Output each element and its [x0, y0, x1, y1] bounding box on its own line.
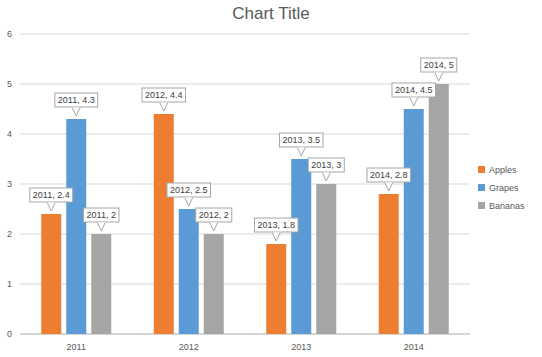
data-label-text: 2014, 5 [424, 60, 454, 70]
data-label: 2014, 4.5 [392, 83, 436, 106]
data-label-text: 2013, 3.5 [282, 135, 320, 145]
data-label: 2013, 3 [308, 158, 344, 181]
bars [41, 84, 449, 334]
legend: Apples Grapes Bananas [478, 165, 525, 211]
bar [41, 214, 61, 334]
legend-swatch [478, 166, 485, 173]
x-axis-line [20, 334, 470, 335]
bar [379, 194, 399, 334]
data-label-box [421, 58, 457, 72]
grid-line [20, 134, 470, 135]
data-label: 2011, 2 [84, 208, 119, 231]
data-label-text: 2014, 4.5 [395, 85, 433, 95]
y-tick-label: 3 [7, 179, 12, 189]
data-label: 2012, 4.4 [142, 88, 186, 111]
bar [179, 209, 199, 334]
data-label-pointer [97, 223, 105, 232]
data-label-pointer [185, 198, 193, 207]
legend-label: Grapes [489, 183, 519, 193]
y-tick-label: 0 [7, 329, 12, 339]
data-label-pointer [410, 98, 418, 107]
data-label-box [392, 83, 436, 97]
data-label-box [84, 208, 119, 222]
data-label-text: 2012, 2 [199, 210, 229, 220]
data-label: 2011, 4.3 [55, 93, 98, 116]
y-tick-label: 2 [7, 229, 12, 239]
legend-swatch [478, 184, 485, 191]
y-tick-label: 5 [7, 79, 12, 89]
grid-line [20, 284, 470, 285]
data-label-box [142, 88, 186, 102]
chart: Chart Title 0 1 2 3 4 5 6 2011 2012 2013 2014 2011, … [0, 0, 542, 357]
grid-line [20, 234, 470, 235]
grid-line [20, 184, 470, 185]
data-label-pointer [72, 108, 80, 117]
data-label-pointer [160, 103, 168, 112]
x-tick-label: 2011 [67, 342, 86, 352]
legend-swatch [478, 202, 485, 209]
data-label-pointer [272, 233, 280, 242]
data-label-box [367, 168, 411, 182]
data-label-pointer [210, 223, 218, 232]
data-label-box [254, 218, 298, 232]
data-label-text: 2011, 2 [87, 210, 116, 220]
chart-container: Chart Title 0 1 2 3 4 5 6 2011 2012 2013 2014 2011, … [0, 0, 542, 357]
data-label-pointer [435, 73, 443, 82]
data-label-text: 2014, 2.8 [370, 170, 408, 180]
x-tick-label: 2013 [291, 342, 311, 352]
data-label-pointer [297, 148, 305, 157]
data-label-pointer [385, 183, 393, 192]
bar [266, 244, 286, 334]
data-label-text: 2012, 2.5 [170, 185, 208, 195]
bar [154, 114, 174, 334]
x-tick-label: 2012 [179, 342, 199, 352]
bar [316, 184, 336, 334]
bar [291, 159, 311, 334]
data-label: 2013, 3.5 [279, 133, 323, 156]
data-label: 2014, 2.8 [367, 168, 411, 191]
data-label-pointer [322, 173, 330, 182]
grid-line [20, 34, 470, 35]
data-label-text: 2013, 3 [311, 160, 341, 170]
data-label: 2012, 2 [196, 208, 232, 231]
grid-line [20, 334, 470, 335]
data-label-text: 2011, 2.4 [33, 190, 70, 200]
bar [204, 234, 224, 334]
bar [429, 84, 449, 334]
data-label-box [196, 208, 232, 222]
data-label: 2013, 1.8 [254, 218, 298, 241]
chart-title: Chart Title [232, 4, 309, 23]
y-tick-label: 6 [7, 29, 12, 39]
data-label-box [308, 158, 344, 172]
data-label: 2011, 2.4 [30, 188, 73, 211]
data-label-box [30, 188, 73, 202]
bar [91, 234, 111, 334]
data-label-box [55, 93, 98, 107]
legend-label: Apples [489, 165, 517, 175]
y-tick-label: 1 [7, 279, 12, 289]
data-label-text: 2012, 4.4 [145, 90, 183, 100]
data-label: 2012, 2.5 [167, 183, 211, 206]
data-label-text: 2011, 4.3 [58, 95, 95, 105]
data-label-pointer [47, 203, 55, 212]
data-label-text: 2013, 1.8 [257, 220, 295, 230]
legend-label: Bananas [489, 201, 525, 211]
grid [20, 34, 470, 334]
data-labels: 2011, 2.4 2012, 4.4 2013, 1.8 2014, 2.8 2011… [30, 58, 457, 241]
data-label-box [167, 183, 211, 197]
data-label: 2014, 5 [421, 58, 457, 81]
data-label-box [279, 133, 323, 147]
x-tick-label: 2014 [404, 342, 424, 352]
bar [404, 109, 424, 334]
y-tick-label: 4 [7, 129, 12, 139]
bar [66, 119, 86, 334]
